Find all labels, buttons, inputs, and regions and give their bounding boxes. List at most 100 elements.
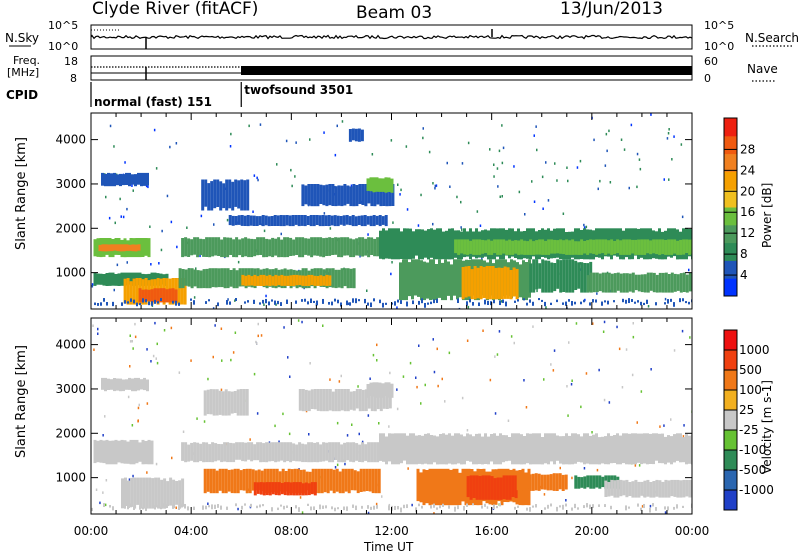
data-cell (487, 239, 491, 255)
data-cell (424, 433, 427, 464)
scatter-pixel (113, 145, 115, 148)
data-cell (229, 442, 233, 463)
data-cell (322, 298, 324, 304)
data-cell (529, 299, 531, 303)
data-cell (235, 270, 239, 289)
scatter-pixel (396, 306, 398, 309)
scatter-pixel (127, 395, 130, 399)
scatter-pixel (583, 223, 585, 227)
colorbar-swatch (724, 350, 737, 371)
data-cell (147, 273, 151, 286)
colorbar-tick-label: 16 (740, 205, 755, 219)
data-cell (133, 477, 137, 509)
data-cell (613, 241, 617, 255)
data-cell (142, 298, 144, 303)
data-cell (451, 228, 454, 260)
data-cell (646, 433, 649, 465)
scatter-pixel (129, 365, 131, 368)
data-cell (670, 298, 672, 302)
data-cell (319, 504, 321, 510)
data-cell (96, 440, 100, 463)
data-cell (450, 264, 453, 301)
data-cell (583, 433, 586, 465)
scatter-pixel (523, 379, 525, 382)
data-cell (276, 215, 280, 226)
data-cell (131, 174, 134, 185)
data-cell (331, 237, 335, 255)
data-cell (525, 473, 529, 489)
data-cell (342, 215, 346, 226)
data-cell (580, 477, 584, 488)
data-cell (499, 300, 501, 306)
data-cell (98, 244, 102, 252)
data-cell (490, 476, 494, 500)
data-cell (309, 215, 313, 227)
data-cell (673, 479, 677, 497)
data-cell (583, 505, 585, 509)
scatter-pixel (496, 167, 499, 170)
scatter-pixel (193, 296, 196, 299)
data-cell (250, 503, 252, 508)
data-cell (301, 237, 305, 258)
data-cell (667, 299, 669, 304)
data-cell (319, 237, 323, 257)
scatter-pixel (461, 162, 464, 165)
data-cell (430, 505, 432, 509)
data-cell (550, 433, 553, 462)
data-cell (199, 443, 203, 462)
data-cell (111, 272, 115, 286)
scatter-pixel (322, 324, 324, 327)
data-cell (139, 477, 143, 509)
data-cell (670, 479, 674, 497)
scatter-pixel (367, 414, 370, 417)
data-cell (311, 468, 315, 494)
data-cell (637, 274, 641, 292)
data-cell (357, 215, 361, 225)
data-cell (673, 434, 676, 463)
data-cell (400, 300, 402, 304)
data-cell (595, 433, 598, 465)
data-cell (344, 468, 348, 492)
data-cell (547, 433, 550, 465)
data-cell (583, 476, 587, 489)
data-cell (274, 238, 278, 256)
data-cell (673, 273, 677, 292)
data-cell (334, 269, 338, 289)
scatter-pixel (507, 419, 510, 422)
data-cell (235, 503, 237, 507)
scatter-pixel (407, 467, 409, 470)
data-cell (219, 181, 223, 211)
colorbar-swatch (724, 242, 737, 261)
data-cell (409, 433, 412, 465)
data-cell (147, 238, 151, 258)
scatter-pixel (596, 468, 599, 472)
scatter-pixel (668, 128, 670, 131)
data-cell (447, 261, 450, 296)
data-cell (607, 433, 610, 465)
data-cell (208, 237, 212, 258)
scatter-pixel (227, 298, 229, 301)
data-cell (481, 505, 483, 509)
scatter-pixel (275, 303, 277, 306)
data-cell (421, 229, 424, 260)
data-cell (655, 239, 659, 255)
data-cell (259, 274, 263, 286)
data-cell (430, 228, 433, 258)
data-cell (434, 468, 438, 506)
data-cell (256, 442, 260, 461)
scatter-pixel (638, 464, 641, 467)
data-cell (473, 266, 477, 300)
data-cell (337, 507, 339, 510)
data-cell (220, 444, 224, 463)
scatter-pixel (689, 336, 691, 339)
scatter-pixel (361, 440, 364, 444)
data-cell (418, 229, 421, 260)
scatter-pixel (585, 372, 588, 375)
scatter-pixel (424, 383, 426, 387)
data-cell (682, 505, 684, 508)
scatter-pixel (256, 342, 258, 345)
data-cell (688, 273, 692, 292)
data-cell (324, 215, 328, 226)
data-cell (310, 274, 314, 286)
data-cell (322, 276, 326, 286)
